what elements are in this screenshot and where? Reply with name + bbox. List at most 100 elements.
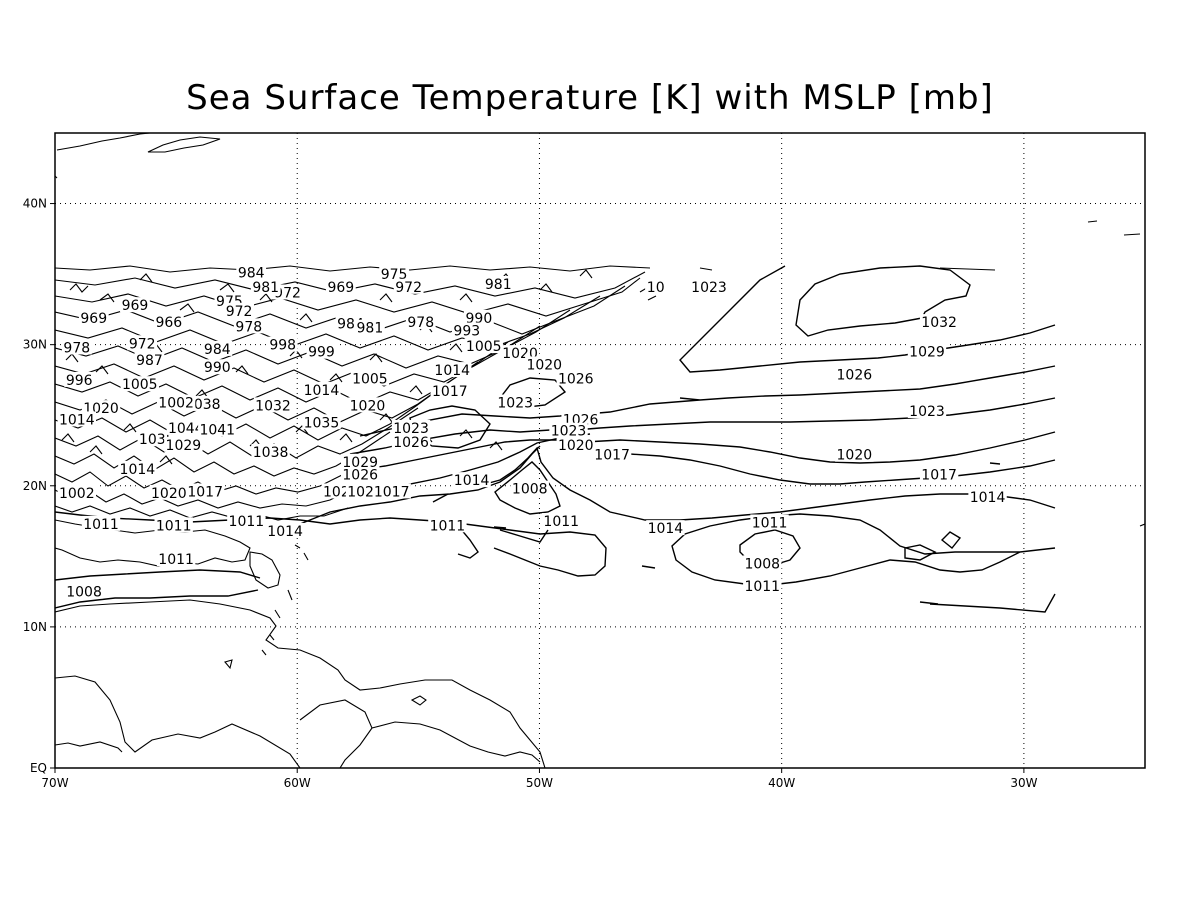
isobar-1011 [671,513,1056,586]
isobar-label: 1020 [149,484,189,502]
isobar-label-background [463,309,494,325]
isobar-label-text: 1023 [497,396,533,412]
isobar-label: 1023 [549,422,588,440]
isobar-label-background [251,443,290,459]
isobar-label: 972 [393,278,424,296]
x-tick-label: 70W [41,776,68,790]
isobar-label-background [510,480,549,496]
isobar-label-background [153,314,184,330]
isobar-label: 987 [134,352,165,369]
isobar-label: 1014 [57,411,96,428]
coastline-trinidad [224,659,427,706]
isobar-label-background [227,513,266,529]
isobar-label-background [549,422,588,438]
isobar-label-text: 1026 [558,372,594,388]
isobar-label-background [134,352,165,368]
isobar-label-background [391,419,431,435]
isobar-label-background [451,322,482,338]
isobar-label-text: 998 [269,338,296,354]
isobar-label: 1014 [302,381,341,399]
isobar-label-background [430,383,470,399]
isobar-label-text: 972 [274,285,301,301]
isobar-label: 1002 [156,394,196,412]
isobar-label-text: 972 [226,304,253,320]
isobar-label-text: 1041 [199,422,235,438]
isobar-label: 981 [250,278,281,296]
isobar-label: 1014 [265,522,305,540]
isobar-label-text: 1011 [430,518,466,534]
isobar-label-background [556,436,595,452]
isobar-label-text: 1014 [267,524,303,540]
isobar-label-text: 1020 [350,398,386,414]
isobar-label-background [81,400,121,416]
isobar-label-text: 1020 [526,357,562,373]
isobar-label-background [61,339,92,355]
isobar-label: 1014 [968,489,1007,506]
isobar-label-text: 996 [66,373,93,389]
isobar-label-text: 1014 [434,363,470,379]
isobar-label: 1035 [302,414,341,431]
isobar-1008-west [494,461,561,515]
isobar-label: 1011 [227,513,266,530]
isobar-label-background [224,302,254,318]
isobar-label: 1026 [391,434,431,451]
isobar-label-text: 1026 [393,435,429,451]
isobar-label-text: 1014 [120,462,156,478]
isobar-label: 1014 [433,362,472,379]
isobar-label: 972 [127,335,158,352]
isobar-label-text: 987 [136,353,163,369]
isobar-label-text: 1014 [648,521,684,537]
isobar-label-background [483,275,514,291]
isobar-label: 978 [61,339,92,356]
isobar-label: 990 [202,359,233,376]
isobar-label: 1020 [525,356,564,373]
isobar-label: 1011 [81,515,121,533]
isobar-1032 [795,265,971,337]
isobar-1020 [584,431,1056,464]
isobar-label-text: 1011 [83,517,119,533]
isobar-label: 1005 [464,338,503,355]
isobar-label-text: 990 [204,360,231,376]
map-axes: 70W 60W 50W 40W 30W EQ 10N 20N 30N 40N [23,197,1038,790]
coastlines [55,133,1145,768]
lat-lon-grid [55,133,1145,768]
coastline-nova-scotia [55,133,221,179]
isobar-1014-west [299,445,541,525]
isobar-label-background [57,411,96,427]
isobar-label: 981 [354,319,385,337]
isobar-label-text: 1008 [512,482,548,498]
y-tick-label: 10N [23,620,47,634]
isobar-label: 1014 [646,520,685,537]
isobar-1011-west [55,511,607,577]
isobar-label-background [267,336,298,352]
isobar-label: 10 [645,278,667,296]
isobar-label-text: 1008 [744,556,780,572]
isobar-label-background [202,340,233,356]
isobar-label-background [149,484,189,500]
isobar-label: 1017 [430,383,470,400]
isobar-label-background [835,366,874,382]
isobar-label: 1020 [835,446,874,464]
isobar-1014 [477,446,1056,521]
isobar-label: 984 [236,264,267,282]
isobar-label-background [750,514,789,530]
isobar-label: 978 [233,318,264,335]
isobar-label-text: 1020 [837,448,873,464]
isobar-label-text: 1008 [66,585,102,601]
isobar-label-text: 966 [155,315,182,331]
isobar-label: 1023 [689,278,729,296]
isobar-label-text: 1002 [158,396,194,412]
isobar-label-text: 1029 [342,455,378,471]
isobar-label-background [64,371,95,387]
isobar-label: 978 [405,314,436,331]
isobar-label: 1029 [164,436,203,454]
isobar-label-background [743,577,782,593]
isobar-label-background [325,278,356,294]
isobar-label-text: 1002 [59,486,95,502]
isobar-label-background [500,345,540,361]
isobar-label: 1026 [341,466,380,483]
isobar-fragments [432,462,1056,613]
isobar-label-background [166,419,205,435]
isobar-label-text: 969 [327,280,354,296]
